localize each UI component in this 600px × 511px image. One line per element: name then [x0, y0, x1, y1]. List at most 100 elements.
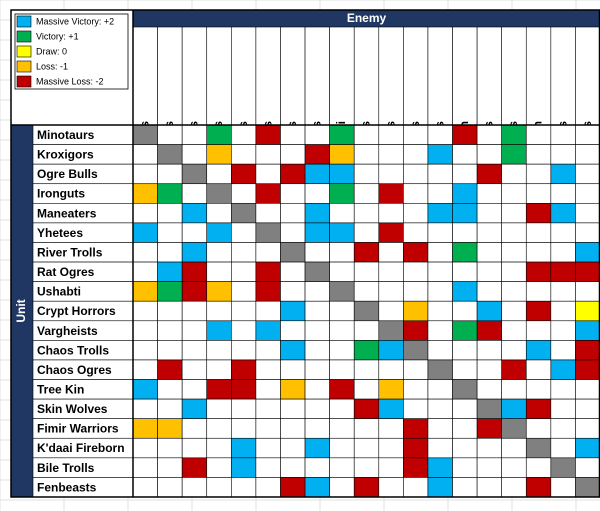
matrix-cell [403, 300, 429, 322]
matrix-cell [304, 359, 330, 380]
matrix-cell [280, 359, 306, 380]
matrix-cell [353, 320, 380, 341]
matrix-cell [476, 163, 502, 185]
matrix-cell [452, 379, 478, 400]
matrix-cell [181, 457, 208, 478]
matrix-cell [304, 340, 330, 361]
matrix-cell [206, 222, 232, 243]
matrix-cell [280, 183, 306, 204]
matrix-cell [157, 340, 183, 361]
matrix-cell [476, 144, 502, 165]
matrix-cell [304, 163, 330, 185]
column-label-cell [476, 26, 502, 126]
matrix-cell [231, 281, 257, 302]
matrix-cell [181, 183, 208, 204]
matrix-cell [329, 281, 355, 302]
matrix-cell [501, 379, 527, 400]
matrix-cell [231, 144, 257, 165]
matrix-cell [550, 183, 576, 204]
matrix-cell [353, 300, 380, 322]
matrix-cell [452, 183, 478, 204]
matrix-cell [501, 183, 527, 204]
matrix-cell [575, 379, 600, 400]
matrix-cell [231, 183, 257, 204]
matrix-cell [206, 183, 232, 204]
matrix-cell [476, 124, 502, 145]
matrix-cell [353, 203, 380, 224]
matrix-cell [132, 242, 158, 263]
matrix-cell [255, 379, 281, 400]
matrix-cell [403, 340, 429, 361]
matrix-cell [304, 379, 330, 400]
column-label-cell [255, 26, 281, 126]
matrix-cell [181, 124, 208, 145]
matrix-cell [427, 398, 453, 419]
matrix-cell [231, 477, 257, 498]
matrix-cell [476, 281, 502, 302]
matrix-cell [231, 398, 257, 419]
matrix-cell [304, 144, 330, 165]
matrix-cell [476, 359, 502, 380]
matrix-cell [525, 124, 552, 145]
matrix-cell [132, 320, 158, 341]
matrix-cell [206, 124, 232, 145]
matrix-cell [525, 320, 552, 341]
matrix-cell [329, 124, 355, 145]
column-header: Enemy [347, 11, 387, 25]
matrix-cell [206, 163, 232, 185]
matrix-cell [157, 183, 183, 204]
matrix-cell [157, 242, 183, 263]
matrix-cell [157, 477, 183, 498]
matrix-cell [575, 183, 600, 204]
column-label-cell [403, 26, 429, 126]
matrix-cell [280, 222, 306, 243]
matrix-cell [157, 203, 183, 224]
matrix-cell [255, 163, 281, 185]
matrix-cell [403, 163, 429, 185]
matrix-cell [304, 477, 330, 498]
row-label: Minotaurs [37, 128, 95, 142]
matrix-cell [132, 477, 158, 498]
matrix-cell [157, 320, 183, 341]
column-label-cell [575, 26, 600, 126]
matrix-cell [231, 379, 257, 400]
matrix-cell [501, 359, 527, 380]
matrix-cell [476, 203, 502, 224]
matrix-cell [255, 242, 281, 263]
matrix-cell [550, 340, 576, 361]
matrix-cell [206, 437, 232, 459]
matrix-cell [575, 281, 600, 302]
matrix-cell [525, 281, 552, 302]
matrix-cell [378, 418, 404, 439]
matrix-cell [452, 418, 478, 439]
matrix-cell [304, 222, 330, 243]
matrix-cell [255, 300, 281, 322]
matrix-cell [378, 320, 404, 341]
matrix-cell [255, 359, 281, 380]
row-label: Ushabti [37, 285, 81, 299]
matrix-cell [550, 144, 576, 165]
matrix-cell [132, 124, 158, 145]
matrix-cell [525, 183, 552, 204]
matrix-cell [206, 144, 232, 165]
row-label: Tree Kin [37, 382, 84, 396]
matrix-cell [452, 437, 478, 459]
matrix-cell [575, 437, 600, 459]
matrix-cell [575, 300, 600, 322]
column-label-cell [304, 26, 330, 126]
matrix-cell [231, 437, 257, 459]
matrix-cell [280, 163, 306, 185]
matrix-cell [575, 457, 600, 478]
matrix-cell [403, 359, 429, 380]
row-label: Ogre Bulls [37, 167, 98, 181]
matrix-cell [575, 340, 600, 361]
legend-label: Victory: +1 [36, 31, 79, 41]
row-label: Chaos Trolls [37, 343, 109, 357]
matrix-cell [206, 379, 232, 400]
matrix-cell [550, 457, 576, 478]
matrix-cell [206, 242, 232, 263]
matrix-cell [525, 359, 552, 380]
matrix-cell [206, 320, 232, 341]
matrix-cell [427, 418, 453, 439]
row-label: Crypt Horrors [37, 304, 116, 318]
